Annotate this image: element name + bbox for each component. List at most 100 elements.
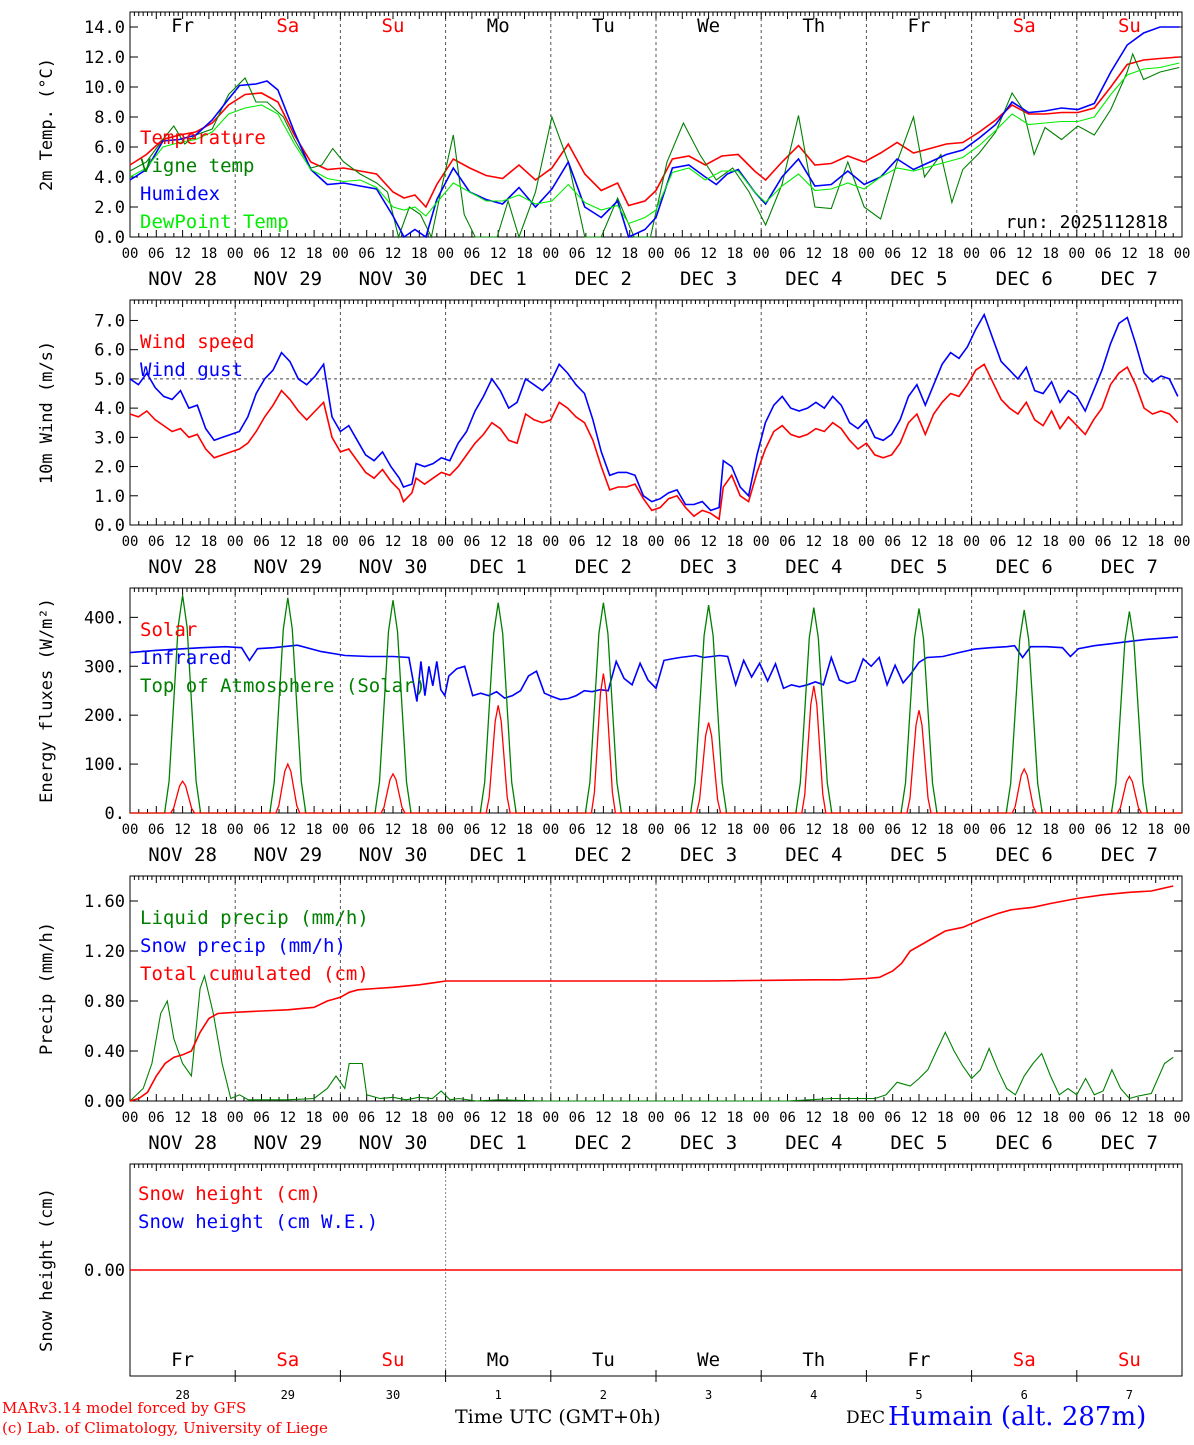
precip-hour-label: 12 xyxy=(1121,1110,1138,1126)
snow-day-number: 5 xyxy=(915,1388,922,1402)
temp-hour-label: 12 xyxy=(490,246,507,262)
snow-weekday-label: Mo xyxy=(487,1349,510,1371)
wind-hour-label: 06 xyxy=(674,534,691,550)
snow-day-number: 29 xyxy=(281,1388,295,1402)
wind-hour-label: 18 xyxy=(937,534,954,550)
energy-date-label: DEC 1 xyxy=(470,844,527,866)
wind-date-label: DEC 2 xyxy=(575,556,632,578)
temp-hour-label: 18 xyxy=(516,246,533,262)
wind-date-label: DEC 4 xyxy=(785,556,842,578)
snow-weekday-label: Sa xyxy=(1013,1349,1036,1371)
temp-hour-label: 00 xyxy=(858,246,875,262)
wind-y-tick-label: 3.0 xyxy=(94,428,125,448)
energy-hour-label: 06 xyxy=(1095,822,1112,838)
energy-hour-label: 18 xyxy=(411,822,428,838)
snow-day-number: 7 xyxy=(1126,1388,1133,1402)
energy-date-label: NOV 28 xyxy=(148,844,217,866)
energy-hour-label: 00 xyxy=(332,822,349,838)
wind-hour-label: 18 xyxy=(306,534,323,550)
month-label: DEC xyxy=(846,1408,886,1428)
snow-weekday-label: Fr xyxy=(171,1349,194,1371)
energy-hour-label: 12 xyxy=(174,822,191,838)
precip-hour-label: 00 xyxy=(122,1110,139,1126)
wind-hour-label: 06 xyxy=(253,534,270,550)
wind-hour-label: 12 xyxy=(805,534,822,550)
energy-hour-label: 18 xyxy=(1042,822,1059,838)
precip-y-tick-label: 1.20 xyxy=(84,942,125,962)
energy-hour-label: 12 xyxy=(1121,822,1138,838)
wind-hour-label: 00 xyxy=(963,534,980,550)
temp-hour-label: 06 xyxy=(358,246,375,262)
wind-hour-label: 06 xyxy=(463,534,480,550)
precip-hour-label: 06 xyxy=(1095,1110,1112,1126)
energy-series-infrared xyxy=(129,636,1179,702)
wind-hour-label: 00 xyxy=(227,534,244,550)
precip-legend-entry: Liquid precip (mm/h) xyxy=(140,907,369,929)
wind-legend-entry: Wind speed xyxy=(140,331,254,353)
snow-day-number: 3 xyxy=(705,1388,712,1402)
precip-hour-label: 18 xyxy=(621,1110,638,1126)
wind-date-label: DEC 3 xyxy=(680,556,737,578)
precip-hour-label: 00 xyxy=(332,1110,349,1126)
temp-y-tick-label: 10.0 xyxy=(84,78,125,98)
wind-y-tick-label: 0.0 xyxy=(94,516,125,536)
temp-weekday-label: Su xyxy=(1118,15,1141,37)
wind-hour-label: 12 xyxy=(174,534,191,550)
energy-date-label: DEC 5 xyxy=(890,844,947,866)
wind-hour-label: 06 xyxy=(989,534,1006,550)
temp-y-axis-label: 2m Temp. (°C) xyxy=(37,58,57,191)
energy-hour-label: 12 xyxy=(805,822,822,838)
wind-hour-label-end: 00 xyxy=(1174,534,1191,550)
snow-day-number: 4 xyxy=(810,1388,817,1402)
snow-legend-entry: Snow height (cm W.E.) xyxy=(138,1211,378,1233)
precip-hour-label: 06 xyxy=(674,1110,691,1126)
wind-hour-label: 00 xyxy=(1068,534,1085,550)
temp-legend-entry: Vigne temp xyxy=(140,155,254,177)
precip-hour-label: 00 xyxy=(437,1110,454,1126)
energy-hour-label: 00 xyxy=(753,822,770,838)
wind-hour-label: 00 xyxy=(753,534,770,550)
precip-date-label: NOV 30 xyxy=(359,1132,428,1154)
snow-day-number: 6 xyxy=(1021,1388,1028,1402)
precip-hour-label: 00 xyxy=(227,1110,244,1126)
energy-hour-label: 00 xyxy=(437,822,454,838)
energy-hour-label-end: 00 xyxy=(1174,822,1191,838)
wind-hour-label: 18 xyxy=(621,534,638,550)
temp-hour-label: 12 xyxy=(700,246,717,262)
temp-frame xyxy=(129,11,1183,238)
temp-y-tick-label: 8.0 xyxy=(94,108,125,128)
energy-hour-label: 00 xyxy=(648,822,665,838)
wind-hour-label: 00 xyxy=(648,534,665,550)
precip-hour-label: 18 xyxy=(937,1110,954,1126)
precip-hour-label: 18 xyxy=(832,1110,849,1126)
temp-hour-label: 06 xyxy=(1095,246,1112,262)
wind-hour-label: 06 xyxy=(569,534,586,550)
wind-y-tick-label: 6.0 xyxy=(94,341,125,361)
wind-y-tick-label: 1.0 xyxy=(94,487,125,507)
temp-weekday-label: Tu xyxy=(592,15,615,37)
temp-panel: 0.0 2.0 4.0 6.0 8.0 10.0 12.0 14.0 2m Temp. (°C)… xyxy=(37,11,1190,290)
wind-y-axis-label: 10m Wind (m/s) xyxy=(37,341,57,484)
temp-hour-label: 18 xyxy=(621,246,638,262)
temp-hour-label: 18 xyxy=(200,246,217,262)
energy-legend-entry: Top of Atmosphere (Solar) xyxy=(140,675,426,697)
temp-hour-label: 12 xyxy=(805,246,822,262)
precip-hour-label: 18 xyxy=(200,1110,217,1126)
energy-hour-label: 06 xyxy=(884,822,901,838)
precip-hour-label: 06 xyxy=(569,1110,586,1126)
wind-hour-label: 06 xyxy=(1095,534,1112,550)
energy-hour-label: 18 xyxy=(516,822,533,838)
temp-hour-label: 06 xyxy=(463,246,480,262)
temp-date-label: DEC 5 xyxy=(890,268,947,290)
energy-y-tick-label: 100. xyxy=(84,755,125,775)
wind-hour-label: 18 xyxy=(200,534,217,550)
temp-hour-label: 18 xyxy=(1147,246,1164,262)
time-axis-label: Time UTC (GMT+0h) xyxy=(455,1406,661,1428)
energy-date-label: NOV 29 xyxy=(253,844,322,866)
temp-hour-label: 06 xyxy=(148,246,165,262)
temp-hour-label: 00 xyxy=(437,246,454,262)
temp-date-label: DEC 6 xyxy=(996,268,1053,290)
temp-weekday-label: We xyxy=(697,15,720,37)
precip-y-tick-label: 1.60 xyxy=(84,892,125,912)
temp-date-label: NOV 28 xyxy=(148,268,217,290)
